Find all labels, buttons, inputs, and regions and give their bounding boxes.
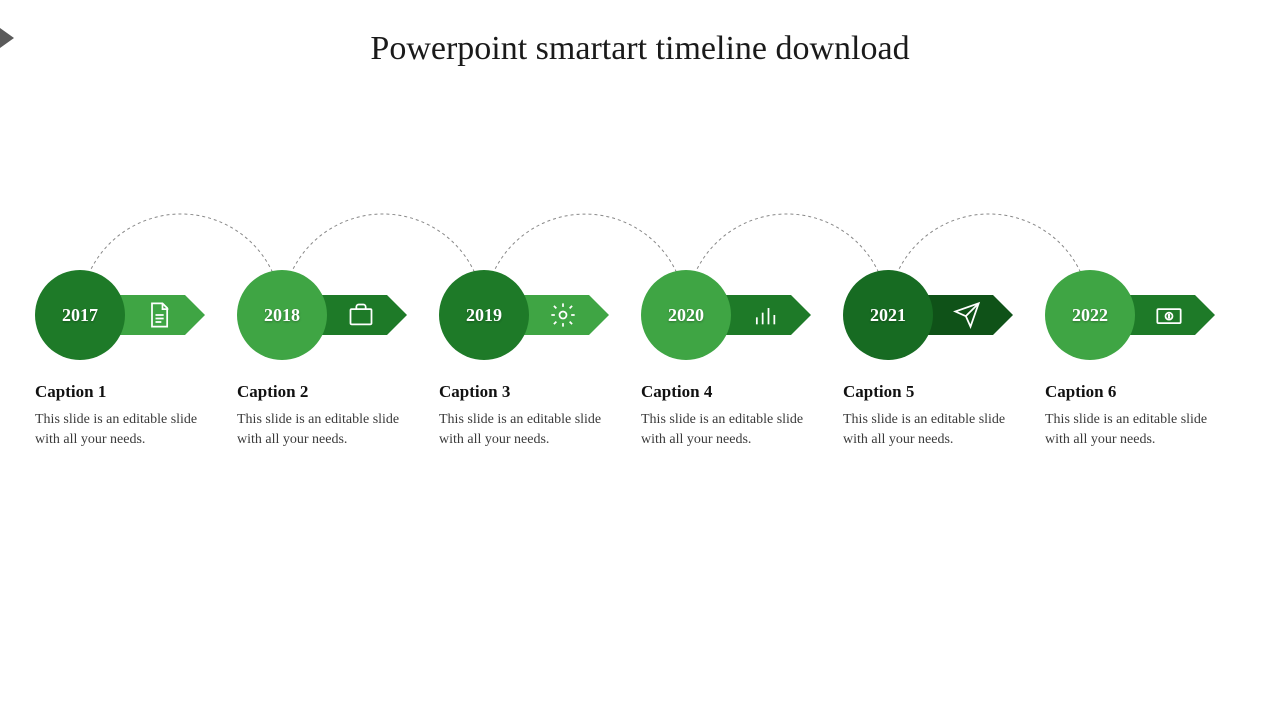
timeline-shape: 2022 bbox=[1045, 270, 1215, 360]
year-circle: 2022 bbox=[1045, 270, 1135, 360]
briefcase-icon bbox=[347, 301, 375, 329]
year-label: 2022 bbox=[1072, 305, 1108, 326]
money-icon bbox=[1155, 301, 1183, 329]
document-icon bbox=[145, 301, 173, 329]
arrow-point-icon bbox=[791, 295, 811, 335]
arrow-point-icon bbox=[185, 295, 205, 335]
caption-desc: This slide is an editable slide with all… bbox=[35, 410, 205, 451]
timeline-shape: 2020 bbox=[641, 270, 811, 360]
timeline-shape: 2017 bbox=[35, 270, 205, 360]
gear-icon bbox=[549, 301, 577, 329]
arrow-point-icon bbox=[1195, 295, 1215, 335]
timeline-item: 2022 Caption 6 This slide is an editable… bbox=[1045, 270, 1245, 451]
timeline-item: 2020 Caption 4 This slide is an editable… bbox=[641, 270, 841, 451]
timeline-shape: 2019 bbox=[439, 270, 609, 360]
arrow-point-icon bbox=[589, 295, 609, 335]
timeline-item: 2021 Caption 5 This slide is an editable… bbox=[843, 270, 1043, 451]
caption-title: Caption 2 bbox=[237, 382, 437, 402]
arrow-point-icon bbox=[387, 295, 407, 335]
caption-desc: This slide is an editable slide with all… bbox=[1045, 410, 1215, 451]
timeline-item: 2017 Caption 1 This slide is an editable… bbox=[35, 270, 235, 451]
year-label: 2017 bbox=[62, 305, 98, 326]
year-circle: 2019 bbox=[439, 270, 529, 360]
year-circle: 2018 bbox=[237, 270, 327, 360]
year-circle: 2017 bbox=[35, 270, 125, 360]
plane-icon bbox=[953, 301, 981, 329]
caption-desc: This slide is an editable slide with all… bbox=[237, 410, 407, 451]
caption-title: Caption 6 bbox=[1045, 382, 1245, 402]
timeline-item: 2018 Caption 2 This slide is an editable… bbox=[237, 270, 437, 451]
timeline-item: 2019 Caption 3 This slide is an editable… bbox=[439, 270, 639, 451]
caption-title: Caption 4 bbox=[641, 382, 841, 402]
caption-title: Caption 5 bbox=[843, 382, 1043, 402]
timeline-items: 2017 Caption 1 This slide is an editable… bbox=[35, 270, 1245, 451]
caption-desc: This slide is an editable slide with all… bbox=[843, 410, 1013, 451]
timeline-shape: 2021 bbox=[843, 270, 1013, 360]
slide-title: Powerpoint smartart timeline download bbox=[0, 30, 1280, 68]
timeline: 2017 Caption 1 This slide is an editable… bbox=[35, 190, 1245, 590]
year-label: 2020 bbox=[668, 305, 704, 326]
year-circle: 2021 bbox=[843, 270, 933, 360]
year-circle: 2020 bbox=[641, 270, 731, 360]
year-label: 2019 bbox=[466, 305, 502, 326]
caption-desc: This slide is an editable slide with all… bbox=[641, 410, 811, 451]
year-label: 2018 bbox=[264, 305, 300, 326]
year-label: 2021 bbox=[870, 305, 906, 326]
timeline-shape: 2018 bbox=[237, 270, 407, 360]
arrow-point-icon bbox=[993, 295, 1013, 335]
caption-title: Caption 1 bbox=[35, 382, 235, 402]
caption-title: Caption 3 bbox=[439, 382, 639, 402]
bars-icon bbox=[751, 301, 779, 329]
caption-desc: This slide is an editable slide with all… bbox=[439, 410, 609, 451]
